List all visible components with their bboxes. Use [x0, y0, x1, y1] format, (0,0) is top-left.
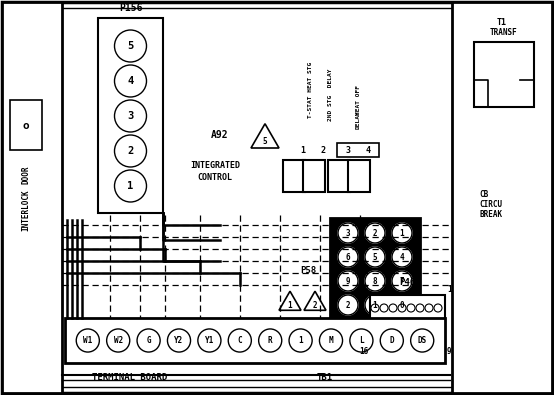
Text: 2: 2	[127, 146, 134, 156]
Text: 1: 1	[447, 284, 452, 293]
Text: 1: 1	[127, 181, 134, 191]
Text: TERMINAL BOARD: TERMINAL BOARD	[93, 373, 168, 382]
Text: 5: 5	[263, 137, 268, 145]
Circle shape	[392, 247, 412, 267]
Text: 6: 6	[346, 252, 350, 261]
Circle shape	[365, 247, 385, 267]
Text: INTEGRATED: INTEGRATED	[190, 160, 240, 169]
Text: P46: P46	[399, 278, 416, 287]
Text: CONTROL: CONTROL	[197, 173, 233, 181]
Bar	[10, 100, 42, 150]
Text: o: o	[23, 121, 29, 131]
Bar	[452, 2, 552, 393]
Text: DS: DS	[418, 336, 427, 345]
Bar	[283, 160, 305, 192]
Circle shape	[338, 247, 358, 267]
Text: 9: 9	[447, 346, 452, 356]
Circle shape	[365, 223, 385, 243]
Text: DELAY: DELAY	[356, 111, 361, 130]
Text: T-STAT HEAT STG: T-STAT HEAT STG	[307, 62, 312, 118]
Text: T1: T1	[497, 18, 507, 27]
Bar	[370, 295, 445, 345]
Text: W1: W1	[83, 336, 93, 345]
Text: 3: 3	[346, 228, 350, 237]
Text: 16: 16	[359, 346, 368, 356]
Text: 4: 4	[366, 145, 371, 154]
Text: 5: 5	[127, 41, 134, 51]
Text: HEAT OFF: HEAT OFF	[356, 85, 361, 115]
Text: W2: W2	[114, 336, 123, 345]
Text: INTERLOCK: INTERLOCK	[22, 189, 30, 231]
Text: TB1: TB1	[317, 373, 333, 382]
Bar	[303, 160, 325, 192]
Circle shape	[392, 271, 412, 291]
Circle shape	[365, 271, 385, 291]
Text: 8: 8	[373, 276, 377, 286]
Text: 4: 4	[127, 76, 134, 86]
Polygon shape	[251, 124, 279, 148]
Text: 2: 2	[346, 301, 350, 310]
Text: 2: 2	[321, 145, 326, 154]
Bar	[328, 160, 350, 192]
Circle shape	[338, 223, 358, 243]
Polygon shape	[279, 291, 301, 310]
Bar	[337, 143, 379, 157]
Text: 1: 1	[399, 228, 404, 237]
Bar	[330, 218, 420, 323]
Bar	[2, 2, 62, 393]
Text: C: C	[238, 336, 242, 345]
Polygon shape	[304, 291, 326, 310]
Text: 4: 4	[399, 252, 404, 261]
Text: 2ND STG  DELAY: 2ND STG DELAY	[327, 69, 332, 121]
Text: 8: 8	[363, 284, 368, 293]
Text: L: L	[359, 336, 364, 345]
Text: 1: 1	[300, 145, 305, 154]
Text: P58: P58	[300, 266, 316, 275]
Text: BREAK: BREAK	[479, 210, 502, 219]
Text: R: R	[268, 336, 273, 345]
Text: 2: 2	[373, 228, 377, 237]
Text: CIRCU: CIRCU	[479, 200, 502, 209]
Text: 1: 1	[298, 336, 303, 345]
Text: 0: 0	[399, 301, 404, 310]
Text: 9: 9	[346, 276, 350, 286]
Text: 3: 3	[127, 111, 134, 121]
Text: 3: 3	[346, 145, 351, 154]
Text: 2: 2	[312, 301, 317, 310]
Circle shape	[392, 223, 412, 243]
Text: A92: A92	[211, 130, 229, 140]
Text: Y2: Y2	[175, 336, 183, 345]
Text: 1: 1	[373, 301, 377, 310]
Text: Y1: Y1	[205, 336, 214, 345]
Bar	[474, 42, 534, 107]
Text: 1: 1	[288, 301, 293, 310]
Text: 5: 5	[373, 252, 377, 261]
Circle shape	[365, 295, 385, 315]
Circle shape	[392, 295, 412, 315]
Circle shape	[338, 271, 358, 291]
Text: D: D	[389, 336, 394, 345]
Text: DOOR: DOOR	[22, 166, 30, 184]
Text: 7: 7	[399, 276, 404, 286]
Text: G: G	[146, 336, 151, 345]
Bar	[65, 318, 445, 363]
Text: P156: P156	[119, 3, 142, 13]
Bar	[98, 18, 163, 213]
Circle shape	[338, 295, 358, 315]
Bar	[348, 160, 370, 192]
Text: TRANSF: TRANSF	[490, 28, 518, 37]
Text: M: M	[329, 336, 334, 345]
Text: CB: CB	[479, 190, 488, 199]
